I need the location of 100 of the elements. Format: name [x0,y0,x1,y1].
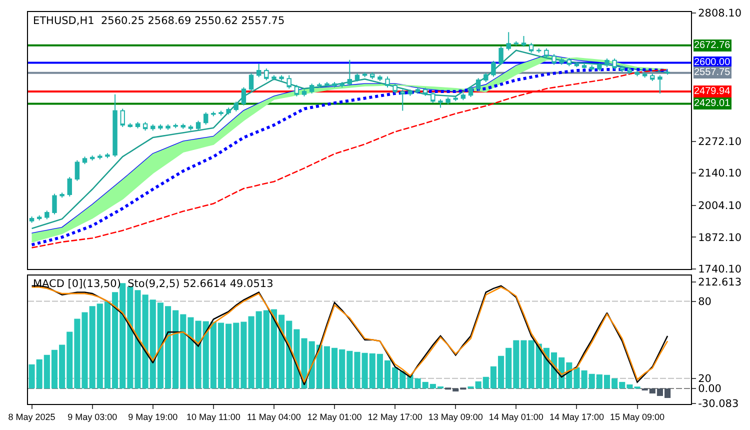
y-tick-label: 1740.10 [698,263,742,276]
candlestick [166,124,170,130]
y-tick-label: 212.613 [698,276,742,288]
candlestick [302,89,307,97]
x-tick-label: 12 May 01:00 [307,412,362,422]
candlestick [128,122,133,128]
candlestick [67,176,72,197]
x-tick-label: 9 May 03:00 [68,412,118,422]
candlestick [620,65,624,72]
x-tick-label: 14 May 17:00 [549,412,604,422]
candlestick [650,72,655,82]
candlestick [196,120,201,131]
candlestick [415,87,420,94]
candlestick [468,86,474,98]
candlestick [597,62,602,72]
candlestick [582,62,587,70]
y-tick-label: 2808.10 [698,8,742,20]
x-tick-label: 13 May 09:00 [428,412,483,422]
ref-line-label: 2429.01 [694,98,731,109]
candlestick [309,83,314,94]
candlestick [74,160,80,182]
candlestick [627,68,632,75]
candlestick [44,210,50,220]
y-tick-label: 1872.10 [698,232,742,244]
candlestick [173,123,178,129]
candlestick [566,57,572,67]
candlestick [317,82,322,88]
candlestick [340,81,344,88]
candlestick [332,81,337,88]
candlestick [430,92,436,104]
ref-line-label: 2600.00 [694,57,731,68]
candlestick [552,54,556,66]
candlestick [476,78,481,92]
candlestick [264,68,269,81]
y-tick-label: -30.083 [698,398,739,410]
x-tick-label: 10 May 11:00 [186,412,240,422]
y-tick-label: 0.00 [698,383,722,396]
candlestick [347,59,352,86]
candlestick [256,63,262,78]
y-tick-label: 2140.10 [698,168,742,180]
ref-line-label: 2672.76 [694,40,731,51]
candlestick [574,62,580,68]
candlestick [37,214,42,221]
x-tick-label: 8 May 2025 [8,412,56,422]
candlestick [52,193,57,215]
y-tick-label: 2272.10 [698,136,742,148]
candlestick [604,58,610,68]
candlestick [438,98,443,108]
candlestick [612,58,617,70]
candlestick [90,154,95,162]
candlestick [634,70,640,77]
candlestick [544,48,549,58]
x-tick-label: 11 May 04:00 [247,412,301,422]
candlestick [521,35,526,48]
candlestick [498,46,504,66]
candlestick [218,110,224,116]
candlestick [112,94,118,158]
x-tick-label: 12 May 17:00 [368,412,422,422]
candlestick [82,156,88,165]
candlestick [180,123,186,130]
candlestick [528,42,534,54]
x-tick-label: 9 May 19:00 [128,412,178,422]
candlestick [378,74,382,82]
candlestick [324,81,330,88]
candlestick [142,121,148,132]
candlestick [158,124,163,130]
candlestick [211,111,216,117]
y2-tick-label: 80 [698,296,712,308]
candlestick [272,74,276,81]
x-tick-label: 14 May 01:00 [488,412,544,422]
candlestick [120,108,125,128]
ref-line-label: 2557.75 [694,67,731,78]
candlestick [460,92,466,101]
candlestick [446,96,450,105]
candlestick [559,57,564,66]
candlestick [385,76,390,88]
candlestick [135,121,140,129]
candlestick [506,32,511,51]
candlestick [279,74,284,82]
chart-title: ETHUSD,H1 2560.25 2568.69 2550.62 2557.75 [33,15,285,27]
candlestick [453,96,458,102]
candlestick [294,84,300,97]
candlestick [60,192,64,198]
candlestick [188,124,194,131]
y2-tick-label: 20 [698,372,712,385]
candlestick [204,112,208,126]
candlestick [392,83,398,94]
candlestick [422,87,428,96]
candlestick [226,107,231,116]
candlestick [29,216,34,224]
candlestick [642,71,648,78]
candlestick [241,86,246,106]
y-tick-label: 2004.10 [698,200,742,212]
candlestick [354,72,360,82]
candlestick [248,72,254,92]
candlestick [514,40,519,46]
candlestick [400,89,405,112]
candlestick [658,74,662,94]
candlestick [105,152,110,159]
candlestick [491,60,496,78]
